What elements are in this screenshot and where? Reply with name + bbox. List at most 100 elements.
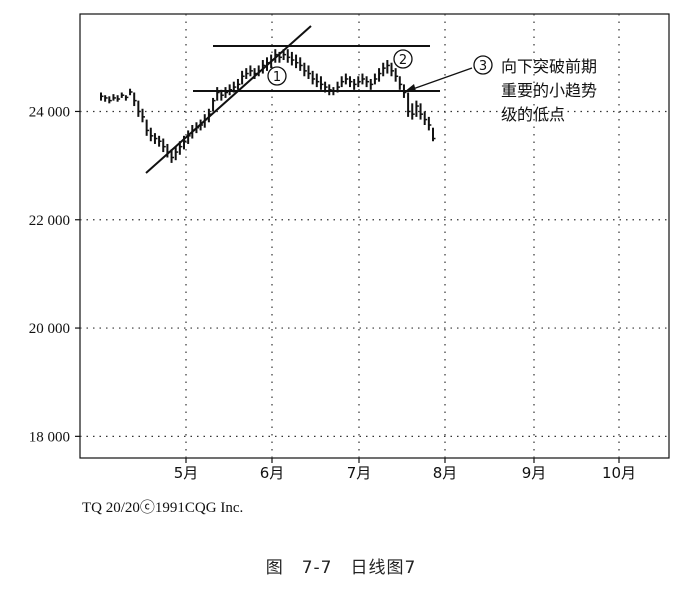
price-bar <box>100 92 104 101</box>
grid <box>80 14 669 458</box>
price-bar <box>203 114 208 128</box>
price-bar <box>332 87 336 96</box>
x-tick-label: 6月 <box>260 464 285 482</box>
price-bar <box>290 51 295 66</box>
price-bar <box>187 130 191 144</box>
price-bar <box>307 65 311 79</box>
y-axis: 18 000 20 000 22 000 24 000 <box>29 104 80 445</box>
price-bar <box>261 60 266 74</box>
price-bar <box>174 146 179 161</box>
price-bar <box>394 68 399 82</box>
price-bar <box>357 76 361 88</box>
y-tick-label: 20 000 <box>29 321 70 337</box>
price-bar <box>241 70 245 85</box>
price-bar <box>183 135 187 150</box>
price-bar <box>153 133 158 144</box>
figure-caption: 图 7-7 日线图7 <box>265 558 417 578</box>
price-bar <box>166 143 170 158</box>
price-bar <box>149 127 154 142</box>
price-bars <box>100 49 436 163</box>
x-tick-label: 7月 <box>347 464 372 482</box>
price-bar <box>324 81 328 93</box>
price-bar <box>220 89 224 101</box>
price-bar <box>328 84 332 96</box>
price-bar <box>411 103 415 120</box>
annotation-3-text-line-3: 级的低点 <box>501 105 565 124</box>
price-bar <box>315 73 320 88</box>
price-bar <box>170 149 175 163</box>
price-bar <box>382 62 386 77</box>
price-bar <box>216 87 220 101</box>
price-bar <box>286 49 291 63</box>
price-bar <box>299 57 303 71</box>
price-bar <box>212 97 216 112</box>
annotation-3-arrow-line <box>409 67 473 91</box>
price-bar <box>245 68 249 79</box>
y-tick-label: 22 000 <box>29 213 70 229</box>
price-bar <box>270 54 274 69</box>
price-bar <box>340 76 345 88</box>
price-bar <box>162 138 166 153</box>
price-bar <box>207 108 212 123</box>
annotation-1-label: 1 <box>273 70 281 85</box>
x-tick-label: 5月 <box>174 464 199 482</box>
annotation-3-text-line-1: 向下突破前期 <box>501 57 597 76</box>
price-bar <box>120 92 125 98</box>
price-bar <box>427 116 432 131</box>
price-bar <box>415 100 419 117</box>
price-bar <box>257 65 262 77</box>
price-bar <box>141 108 145 123</box>
price-bar <box>349 76 353 88</box>
price-bar <box>145 119 150 136</box>
chart-credit: TQ 20/20ⓒ1991CQG Inc. <box>82 500 244 516</box>
price-bar <box>361 73 365 85</box>
annotation-1: 1 <box>267 66 287 86</box>
y-tick-label: 18 000 <box>29 429 70 445</box>
annotation-3-text-line-2: 重要的小趋势 <box>501 81 597 100</box>
annotation-3-label: 3 <box>479 59 487 74</box>
y-tick-label: 24 000 <box>29 104 70 120</box>
price-bar <box>432 127 436 142</box>
price-bar <box>228 84 233 96</box>
annotation-3: 3 向下突破前期 重要的小趋势 级的低点 <box>404 55 597 124</box>
price-bar <box>224 87 228 98</box>
price-bar <box>398 76 403 90</box>
price-bar <box>365 76 370 88</box>
price-bar <box>402 84 407 98</box>
price-bar <box>253 68 258 79</box>
price-bar <box>178 141 183 155</box>
price-bar <box>295 54 299 69</box>
annotation-2: 2 <box>393 49 413 69</box>
price-bar <box>195 122 199 134</box>
price-bar <box>319 76 324 90</box>
price-bar <box>232 81 237 93</box>
price-bar <box>137 100 141 117</box>
price-bar <box>199 119 204 131</box>
price-bar <box>369 78 374 90</box>
price-bar <box>236 78 241 90</box>
x-axis: 5月 6月 7月 8月 9月 10月 <box>174 458 636 482</box>
annotation-3-arrowhead <box>404 84 416 92</box>
price-bar <box>129 88 133 96</box>
price-bar <box>124 95 129 101</box>
price-bar <box>133 92 137 107</box>
price-bar <box>373 73 378 85</box>
price-bar <box>278 51 282 63</box>
price-bar <box>303 62 307 77</box>
price-bar <box>419 103 424 120</box>
x-tick-label: 8月 <box>433 464 458 482</box>
price-bar <box>282 49 287 61</box>
x-tick-label: 9月 <box>522 464 547 482</box>
price-bar <box>104 95 108 102</box>
price-bar <box>112 94 116 101</box>
price-bar <box>344 73 349 85</box>
annotation-2-label: 2 <box>399 53 407 68</box>
price-bar <box>311 70 316 85</box>
price-bar <box>108 96 112 104</box>
price-bar <box>407 92 411 117</box>
price-bar <box>378 68 382 82</box>
price-bar <box>336 81 341 93</box>
price-bar <box>390 62 394 77</box>
price-bar <box>423 111 428 125</box>
